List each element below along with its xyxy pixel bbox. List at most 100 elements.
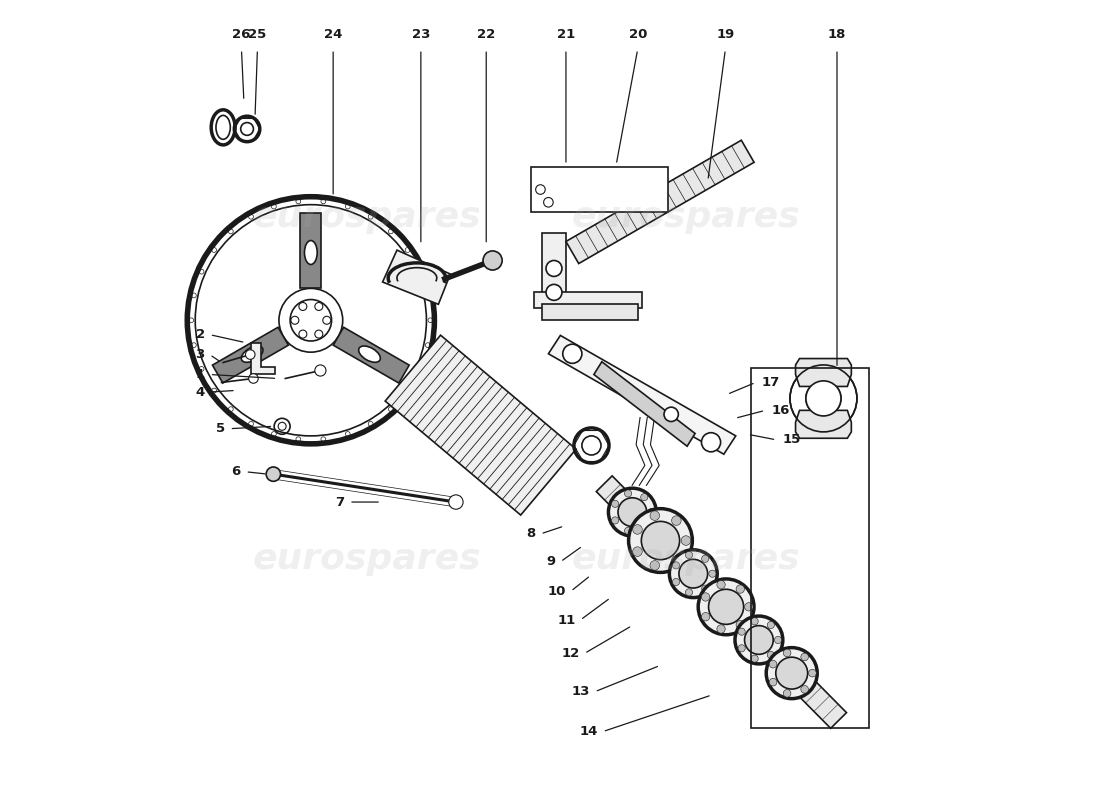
Ellipse shape: [621, 506, 642, 518]
Text: 2: 2: [196, 328, 205, 341]
Text: 5: 5: [216, 422, 224, 435]
Polygon shape: [333, 327, 409, 383]
Circle shape: [769, 660, 777, 668]
Text: 15: 15: [783, 434, 801, 446]
Circle shape: [708, 590, 744, 624]
Circle shape: [641, 522, 680, 560]
Circle shape: [299, 302, 307, 310]
Circle shape: [702, 585, 708, 592]
Text: 25: 25: [249, 28, 266, 42]
Circle shape: [738, 645, 746, 652]
Circle shape: [612, 500, 618, 507]
Circle shape: [640, 494, 648, 501]
Text: 24: 24: [324, 28, 342, 42]
Text: 16: 16: [771, 404, 790, 417]
Circle shape: [806, 381, 842, 416]
Circle shape: [299, 330, 307, 338]
Circle shape: [322, 316, 331, 324]
Text: 11: 11: [558, 614, 575, 626]
Circle shape: [698, 579, 754, 634]
Circle shape: [241, 122, 253, 135]
Polygon shape: [383, 250, 450, 304]
Circle shape: [767, 651, 774, 658]
Circle shape: [774, 636, 782, 643]
Circle shape: [618, 498, 647, 526]
Circle shape: [628, 509, 692, 573]
Polygon shape: [385, 335, 576, 515]
Ellipse shape: [241, 346, 263, 362]
Circle shape: [681, 536, 691, 546]
Circle shape: [767, 648, 817, 698]
Circle shape: [546, 285, 562, 300]
Text: 22: 22: [477, 28, 495, 42]
Text: 18: 18: [828, 28, 846, 42]
Circle shape: [806, 381, 842, 416]
Ellipse shape: [305, 241, 317, 265]
Circle shape: [745, 626, 773, 654]
Circle shape: [315, 302, 322, 310]
Circle shape: [679, 559, 707, 588]
Polygon shape: [795, 410, 851, 438]
Polygon shape: [594, 362, 695, 446]
Circle shape: [672, 578, 680, 586]
Circle shape: [612, 517, 618, 524]
Circle shape: [736, 585, 745, 594]
Text: eurospares: eurospares: [252, 200, 481, 234]
Polygon shape: [300, 213, 321, 288]
Circle shape: [702, 593, 710, 601]
Circle shape: [315, 365, 326, 376]
Text: 12: 12: [561, 647, 580, 660]
Text: 9: 9: [547, 555, 556, 568]
Circle shape: [708, 570, 716, 578]
Circle shape: [650, 511, 660, 521]
Circle shape: [776, 657, 807, 689]
Text: eurospares: eurospares: [571, 200, 800, 234]
Circle shape: [672, 556, 681, 566]
Circle shape: [625, 527, 631, 534]
Circle shape: [278, 422, 286, 430]
Polygon shape: [565, 140, 755, 263]
Text: 21: 21: [557, 28, 575, 42]
Circle shape: [543, 198, 553, 207]
Circle shape: [736, 621, 745, 629]
Ellipse shape: [216, 115, 230, 139]
Circle shape: [608, 488, 657, 536]
Polygon shape: [549, 335, 736, 454]
Text: 17: 17: [762, 376, 780, 389]
Circle shape: [315, 330, 322, 338]
Circle shape: [672, 562, 680, 569]
Text: 14: 14: [580, 725, 597, 738]
Circle shape: [625, 490, 631, 497]
Circle shape: [483, 251, 503, 270]
Text: 10: 10: [548, 585, 565, 598]
Text: 23: 23: [411, 28, 430, 42]
Circle shape: [801, 653, 808, 661]
Circle shape: [249, 374, 258, 383]
Circle shape: [685, 551, 693, 558]
Text: 3: 3: [196, 348, 205, 361]
Circle shape: [648, 509, 656, 516]
Circle shape: [670, 550, 717, 598]
Text: 6: 6: [231, 466, 241, 478]
Circle shape: [266, 467, 280, 482]
Text: 4: 4: [196, 386, 205, 398]
Text: 20: 20: [628, 28, 647, 42]
Polygon shape: [795, 358, 851, 386]
Circle shape: [702, 433, 721, 452]
Circle shape: [783, 649, 791, 657]
Circle shape: [801, 686, 808, 693]
Circle shape: [783, 690, 791, 697]
Ellipse shape: [359, 346, 381, 362]
Circle shape: [751, 655, 758, 662]
Circle shape: [767, 622, 774, 629]
Circle shape: [702, 555, 708, 562]
Text: eurospares: eurospares: [571, 542, 800, 577]
Circle shape: [735, 616, 783, 664]
Circle shape: [290, 316, 299, 324]
Circle shape: [563, 344, 582, 363]
Text: 26: 26: [232, 28, 251, 42]
Circle shape: [582, 436, 601, 455]
Text: 19: 19: [716, 28, 735, 42]
Polygon shape: [542, 233, 565, 304]
Polygon shape: [251, 342, 275, 374]
